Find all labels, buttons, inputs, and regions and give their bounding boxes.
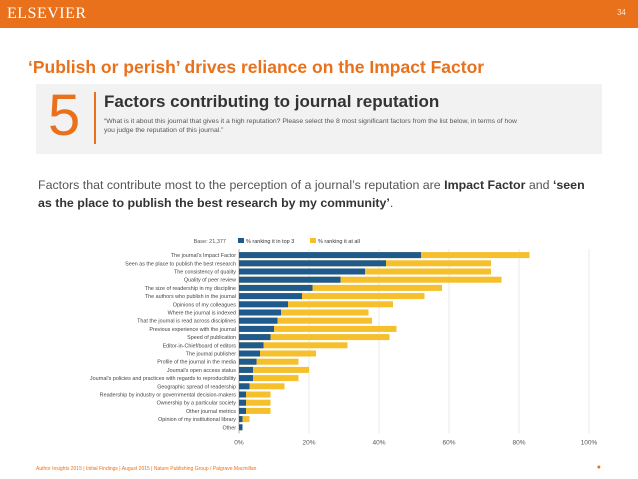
bar-at-all bbox=[239, 375, 299, 382]
bar-at-all bbox=[239, 301, 393, 308]
bar-at-all bbox=[239, 383, 285, 390]
category-label: Opinion of my institutional library bbox=[158, 417, 236, 423]
bar-top3 bbox=[239, 358, 257, 365]
bar-top3 bbox=[239, 268, 365, 275]
bar-top3 bbox=[239, 366, 253, 373]
x-tick-label: 60% bbox=[442, 439, 455, 446]
factor-panel: 5 Factors contributing to journal reputa… bbox=[36, 84, 602, 154]
category-label: Profile of the journal in the media bbox=[157, 360, 236, 366]
elsevier-logo: ELSEVIER bbox=[7, 5, 87, 22]
category-label: Opinions of my colleagues bbox=[173, 302, 237, 308]
bar-top3 bbox=[239, 301, 288, 308]
bar-top3 bbox=[239, 284, 313, 291]
category-label: Other bbox=[223, 425, 237, 431]
category-label: The authors who publish in the journal bbox=[145, 294, 236, 300]
bar-at-all bbox=[239, 276, 502, 283]
bar-top3 bbox=[239, 383, 250, 390]
bar-at-all bbox=[239, 317, 372, 324]
lead-text-1: Factors that contribute most to the perc… bbox=[38, 178, 445, 192]
bar-at-all bbox=[239, 284, 442, 291]
bar-at-all bbox=[239, 268, 491, 275]
bar-at-all bbox=[239, 252, 530, 259]
bar-at-all bbox=[239, 391, 271, 398]
lead-text: Factors that contribute most to the perc… bbox=[38, 176, 598, 212]
category-label: Geographic spread of readership bbox=[157, 384, 236, 390]
bar-top3 bbox=[239, 309, 281, 316]
legend-label-at-all: % ranking it at all bbox=[318, 239, 360, 245]
top-bar: ELSEVIER 34 bbox=[0, 0, 638, 28]
bar-at-all bbox=[239, 358, 299, 365]
legend-swatch-at-all bbox=[310, 238, 316, 243]
bar-at-all bbox=[239, 309, 369, 316]
category-label: The journal publisher bbox=[186, 352, 237, 358]
bar-at-all bbox=[239, 350, 316, 357]
legend-label-top3: % ranking it in top 3 bbox=[246, 239, 294, 245]
x-axis-ticks: 0% 20% 40% 60% 80% 100% bbox=[234, 439, 597, 446]
panel-heading: Factors contributing to journal reputati… bbox=[104, 92, 440, 111]
panel-divider bbox=[94, 92, 96, 144]
x-tick-label: 80% bbox=[512, 439, 525, 446]
category-label: Readership by industry or governmental d… bbox=[100, 393, 237, 399]
bar-top3 bbox=[239, 293, 302, 300]
legend-swatch-top3 bbox=[238, 238, 244, 243]
chart-bars bbox=[239, 252, 530, 431]
bar-top3 bbox=[239, 416, 243, 423]
bar-top3 bbox=[239, 276, 341, 283]
footer-mark: ● bbox=[596, 464, 601, 471]
bar-at-all bbox=[239, 416, 250, 423]
bar-at-all bbox=[239, 424, 243, 431]
lead-bold-1: Impact Factor bbox=[444, 178, 526, 192]
footer-source: Author Insights 2015 | Initial Findings … bbox=[36, 466, 257, 472]
bar-top3 bbox=[239, 334, 271, 341]
bar-top3 bbox=[239, 325, 274, 332]
category-labels: The journal’s Impact Factor Seen as the p… bbox=[90, 253, 236, 431]
bar-at-all bbox=[239, 407, 271, 414]
slide-number: 34 bbox=[617, 8, 626, 17]
category-label: Quality of peer review bbox=[184, 278, 236, 284]
category-label: Previous experience with the journal bbox=[149, 327, 236, 333]
factor-number: 5 bbox=[48, 83, 81, 148]
bar-top3 bbox=[239, 391, 246, 398]
bar-top3 bbox=[239, 317, 278, 324]
category-label: The size of readership in my discipline bbox=[145, 286, 236, 292]
x-tick-label: 0% bbox=[234, 439, 244, 446]
category-label: Seen as the place to publish the best re… bbox=[125, 261, 236, 267]
base-label: Base: 21,377 bbox=[194, 239, 226, 245]
x-tick-label: 20% bbox=[302, 439, 315, 446]
bar-top3 bbox=[239, 424, 243, 431]
category-label: Journal’s policies and practices with re… bbox=[90, 376, 236, 382]
category-label: Journal’s open access status bbox=[167, 368, 236, 374]
lead-text-2: and bbox=[525, 178, 553, 192]
category-label: Editor-in-Chief/board of editors bbox=[163, 343, 237, 349]
x-tick-label: 100% bbox=[581, 439, 598, 446]
bar-at-all bbox=[239, 334, 390, 341]
x-tick-label: 40% bbox=[372, 439, 385, 446]
survey-question: “What is it about this journal that give… bbox=[104, 118, 517, 134]
bar-at-all bbox=[239, 342, 348, 349]
category-label: Speed of publication bbox=[187, 335, 236, 341]
bar-top3 bbox=[239, 375, 253, 382]
lead-text-3: . bbox=[389, 196, 394, 210]
bar-at-all bbox=[239, 399, 271, 406]
category-label: The journal’s Impact Factor bbox=[171, 253, 236, 259]
category-label: Ownership by a particular society bbox=[157, 401, 237, 407]
bar-at-all bbox=[239, 366, 309, 373]
bar-at-all bbox=[239, 325, 397, 332]
slide-title: ‘Publish or perish’ drives reliance on t… bbox=[28, 57, 485, 77]
category-label: The consistency of quality bbox=[174, 270, 236, 276]
bar-top3 bbox=[239, 350, 260, 357]
bar-top3 bbox=[239, 252, 421, 259]
category-label: Where the journal is indexed bbox=[168, 311, 236, 317]
bar-top3 bbox=[239, 399, 246, 406]
bar-top3 bbox=[239, 342, 264, 349]
category-label: Other journal metrics bbox=[186, 409, 236, 415]
bar-top3 bbox=[239, 407, 246, 414]
bar-at-all bbox=[239, 260, 491, 267]
bar-at-all bbox=[239, 293, 425, 300]
category-label: That the journal is read across discipli… bbox=[137, 319, 236, 325]
chart-grid bbox=[238, 249, 590, 434]
bar-top3 bbox=[239, 260, 386, 267]
lead-bold-2: ‘seen as the place to publish the best r… bbox=[38, 178, 585, 210]
